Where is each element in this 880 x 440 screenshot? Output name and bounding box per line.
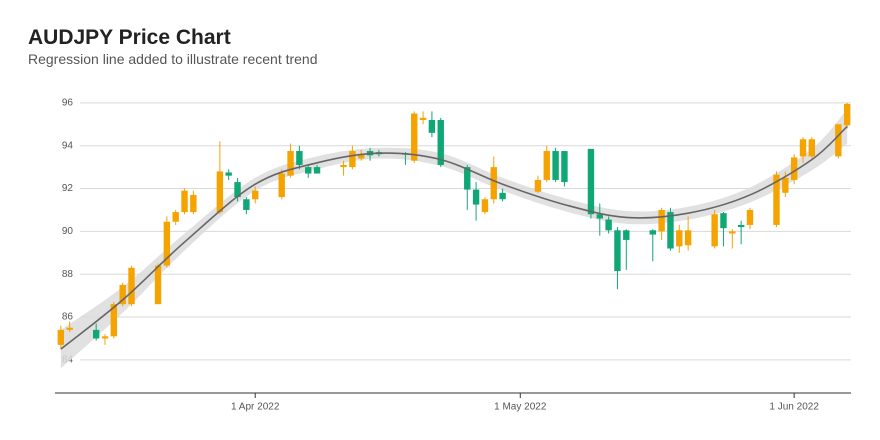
candle-body [225, 172, 232, 176]
y-tick-label: 86 [62, 312, 74, 323]
candle-body [534, 179, 542, 192]
chart-subtitle: Regression line added to illustrate rece… [28, 51, 318, 67]
candle-body [799, 139, 807, 157]
candle-body [243, 199, 250, 210]
candle-body [543, 151, 550, 180]
candle-body [419, 117, 427, 120]
candle-body [782, 177, 789, 193]
y-tick-label: 96 [62, 97, 74, 108]
candle-body [587, 148, 595, 215]
y-tick-label: 90 [62, 226, 74, 237]
candle-body [552, 151, 559, 180]
candle-body [119, 284, 126, 305]
confidence-band [60, 109, 848, 369]
x-tick-label: 1 May 2022 [494, 402, 547, 413]
candle-body [720, 213, 727, 229]
candle-body [623, 230, 630, 240]
candle-body [128, 267, 135, 305]
y-tick-label: 94 [62, 140, 74, 151]
candle-body [92, 329, 100, 339]
candle-body [464, 167, 471, 190]
regression-line [60, 125, 848, 350]
candle-body [499, 192, 506, 200]
candle-body [340, 164, 347, 168]
candle-body [684, 230, 692, 246]
candle-body [110, 304, 118, 337]
candle-body [172, 212, 179, 222]
candle-body [313, 167, 321, 174]
candle-body [296, 151, 303, 165]
candle-body [216, 171, 224, 213]
x-tick-label: 1 Jun 2022 [769, 402, 819, 413]
candle-body [790, 157, 798, 180]
candle-body [843, 103, 851, 126]
candle-body [596, 214, 603, 219]
candle-body [667, 212, 674, 249]
candle-body [729, 231, 736, 234]
candle-body [154, 265, 162, 305]
candle-body [746, 209, 754, 225]
candle-body [737, 224, 745, 228]
candle-body [252, 190, 259, 200]
candle-body [711, 214, 718, 247]
candle-body [234, 182, 241, 198]
candle-body [278, 173, 285, 198]
candle-body [808, 139, 816, 157]
x-tick-label: 1 Apr 2022 [231, 402, 280, 413]
candle-body [490, 167, 497, 200]
candle-body [561, 151, 568, 183]
candle-body [676, 230, 683, 247]
candle-body [305, 167, 312, 174]
candle-body [649, 230, 656, 235]
candle-body [605, 219, 612, 231]
candle-body [66, 327, 73, 330]
candle-body [358, 154, 365, 159]
candle-body [658, 209, 665, 232]
candle-body [472, 189, 480, 205]
candle-body [835, 124, 842, 157]
candle-body [181, 190, 188, 213]
candle-body [190, 194, 197, 213]
candle-body [614, 230, 621, 271]
chart-title: AUDJPY Price Chart [28, 26, 231, 49]
candle-body [101, 336, 109, 339]
candle-body [481, 199, 489, 213]
candle-body [428, 119, 436, 133]
candle-body [437, 119, 444, 165]
candle-body [163, 221, 171, 266]
y-tick-label: 92 [62, 183, 74, 194]
candle-body [57, 329, 65, 345]
candle-body [411, 113, 418, 161]
candle-body [349, 151, 356, 168]
candle-body [287, 151, 294, 176]
y-tick-label: 88 [62, 269, 74, 280]
candle-body [773, 174, 780, 225]
